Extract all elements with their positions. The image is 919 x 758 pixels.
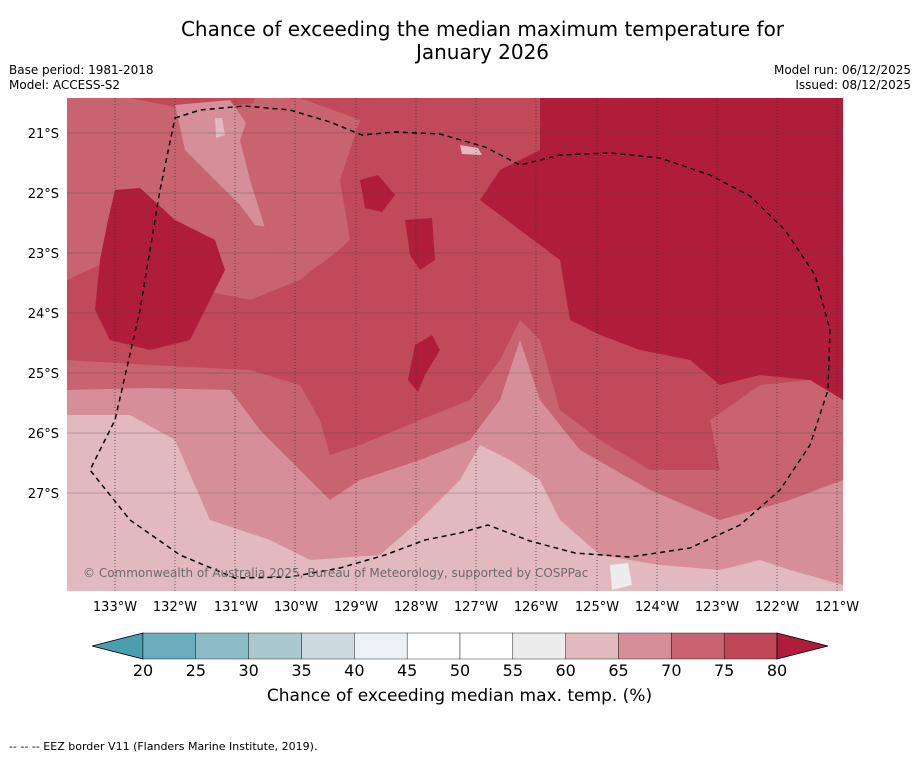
latitude-labels: 21°S 22°S 23°S 24°S 25°S 26°S 27°S — [28, 127, 59, 502]
contour-above-80-small-2 — [405, 218, 435, 270]
contour-60-65-south — [67, 340, 843, 591]
colorbar-segment — [354, 632, 408, 660]
colorbar-segment — [142, 632, 197, 660]
lon-label: 131°W — [214, 600, 258, 615]
lon-label: 123°W — [695, 600, 739, 615]
contour-50-55-small — [610, 563, 632, 590]
colorbar-tick-label: 70 — [661, 661, 681, 680]
lat-label: 25°S — [28, 367, 59, 382]
colorbar-segment — [618, 632, 672, 660]
colorbar-segment — [248, 632, 302, 660]
lon-label: 126°W — [514, 600, 558, 615]
lat-label: 24°S — [28, 307, 59, 322]
title-line-2: January 2026 — [415, 40, 550, 64]
meta-right: Model run: 06/12/2025 Issued: 08/12/2025 — [774, 63, 911, 93]
lat-label: 21°S — [28, 127, 59, 142]
lon-label: 128°W — [394, 600, 438, 615]
contour-55-60-small — [460, 145, 482, 155]
lat-label: 27°S — [28, 487, 59, 502]
colorbar-tick-label: 55 — [503, 661, 523, 680]
contour-above-80-west — [95, 188, 225, 350]
colorbar-segment — [459, 632, 514, 660]
copyright-notice: © Commonwealth of Australia 2025, Bureau… — [83, 566, 589, 580]
contour-above-80-northeast — [480, 98, 843, 400]
colorbar-segment — [565, 632, 619, 660]
lat-label: 22°S — [28, 187, 59, 202]
colorbar-tick-label: 60 — [555, 661, 575, 680]
colorbar-arrow-low — [91, 632, 144, 660]
base-period: Base period: 1981-2018 — [9, 63, 154, 77]
model-name: Model: ACCESS-S2 — [9, 78, 121, 92]
colorbar-tick-label: 75 — [714, 661, 734, 680]
colorbar-tick-label: 80 — [767, 661, 787, 680]
lon-label: 121°W — [815, 600, 859, 615]
lon-label: 130°W — [274, 600, 318, 615]
colorbar-segment — [301, 632, 355, 660]
issued-date: Issued: 08/12/2025 — [795, 78, 911, 92]
colorbar-tick-label: 30 — [238, 661, 258, 680]
eez-border — [89, 105, 831, 579]
lon-label: 133°W — [93, 600, 137, 615]
colorbar-segment — [723, 632, 778, 660]
longitude-labels: 133°W 132°W 131°W 130°W 129°W 128°W 127°… — [93, 600, 859, 615]
lon-label: 127°W — [454, 600, 498, 615]
colorbar-segment — [195, 632, 249, 660]
colorbar-tick-label: 65 — [608, 661, 628, 680]
colorbar-segment — [512, 632, 566, 660]
colorbar-tick-label: 35 — [291, 661, 311, 680]
lon-label: 125°W — [575, 600, 619, 615]
lat-label: 23°S — [28, 247, 59, 262]
colorbar: 20 25 30 35 40 45 50 55 60 65 70 75 80 — [91, 632, 829, 680]
lat-label: 26°S — [28, 427, 59, 442]
colorbar-tick-label: 20 — [133, 661, 153, 680]
model-run: Model run: 06/12/2025 — [773, 63, 911, 77]
contour-65-70-mid — [240, 98, 345, 265]
lon-label: 124°W — [635, 600, 679, 615]
chart-title: Chance of exceeding the median maximum t… — [0, 18, 919, 64]
colorbar-tick-label: 50 — [450, 661, 470, 680]
longitude-gridlines — [114, 98, 838, 591]
colorbar-tick-label: 45 — [397, 661, 417, 680]
colorbar-arrow-high — [776, 632, 829, 660]
colorbar-segment — [406, 632, 461, 660]
colorbar-tick-label: 40 — [344, 661, 364, 680]
title-line-1: Chance of exceeding the median maximum t… — [180, 17, 785, 41]
meta-left: Base period: 1981-2018 Model: ACCESS-S2 — [9, 63, 154, 93]
lon-label: 132°W — [153, 600, 197, 615]
eez-legend-note: -- -- -- EEZ border V11 (Flanders Marine… — [9, 740, 318, 753]
probability-contours — [67, 98, 843, 591]
colorbar-segment — [671, 632, 725, 660]
latitude-gridlines — [67, 132, 843, 494]
contour-55-60-south — [67, 415, 843, 591]
colorbar-tick-label: 25 — [186, 661, 206, 680]
colorbar-label: Chance of exceeding median max. temp. (%… — [266, 686, 653, 706]
lon-label: 122°W — [755, 600, 799, 615]
lon-label: 129°W — [334, 600, 378, 615]
contour-above-80-small-1 — [360, 175, 395, 212]
